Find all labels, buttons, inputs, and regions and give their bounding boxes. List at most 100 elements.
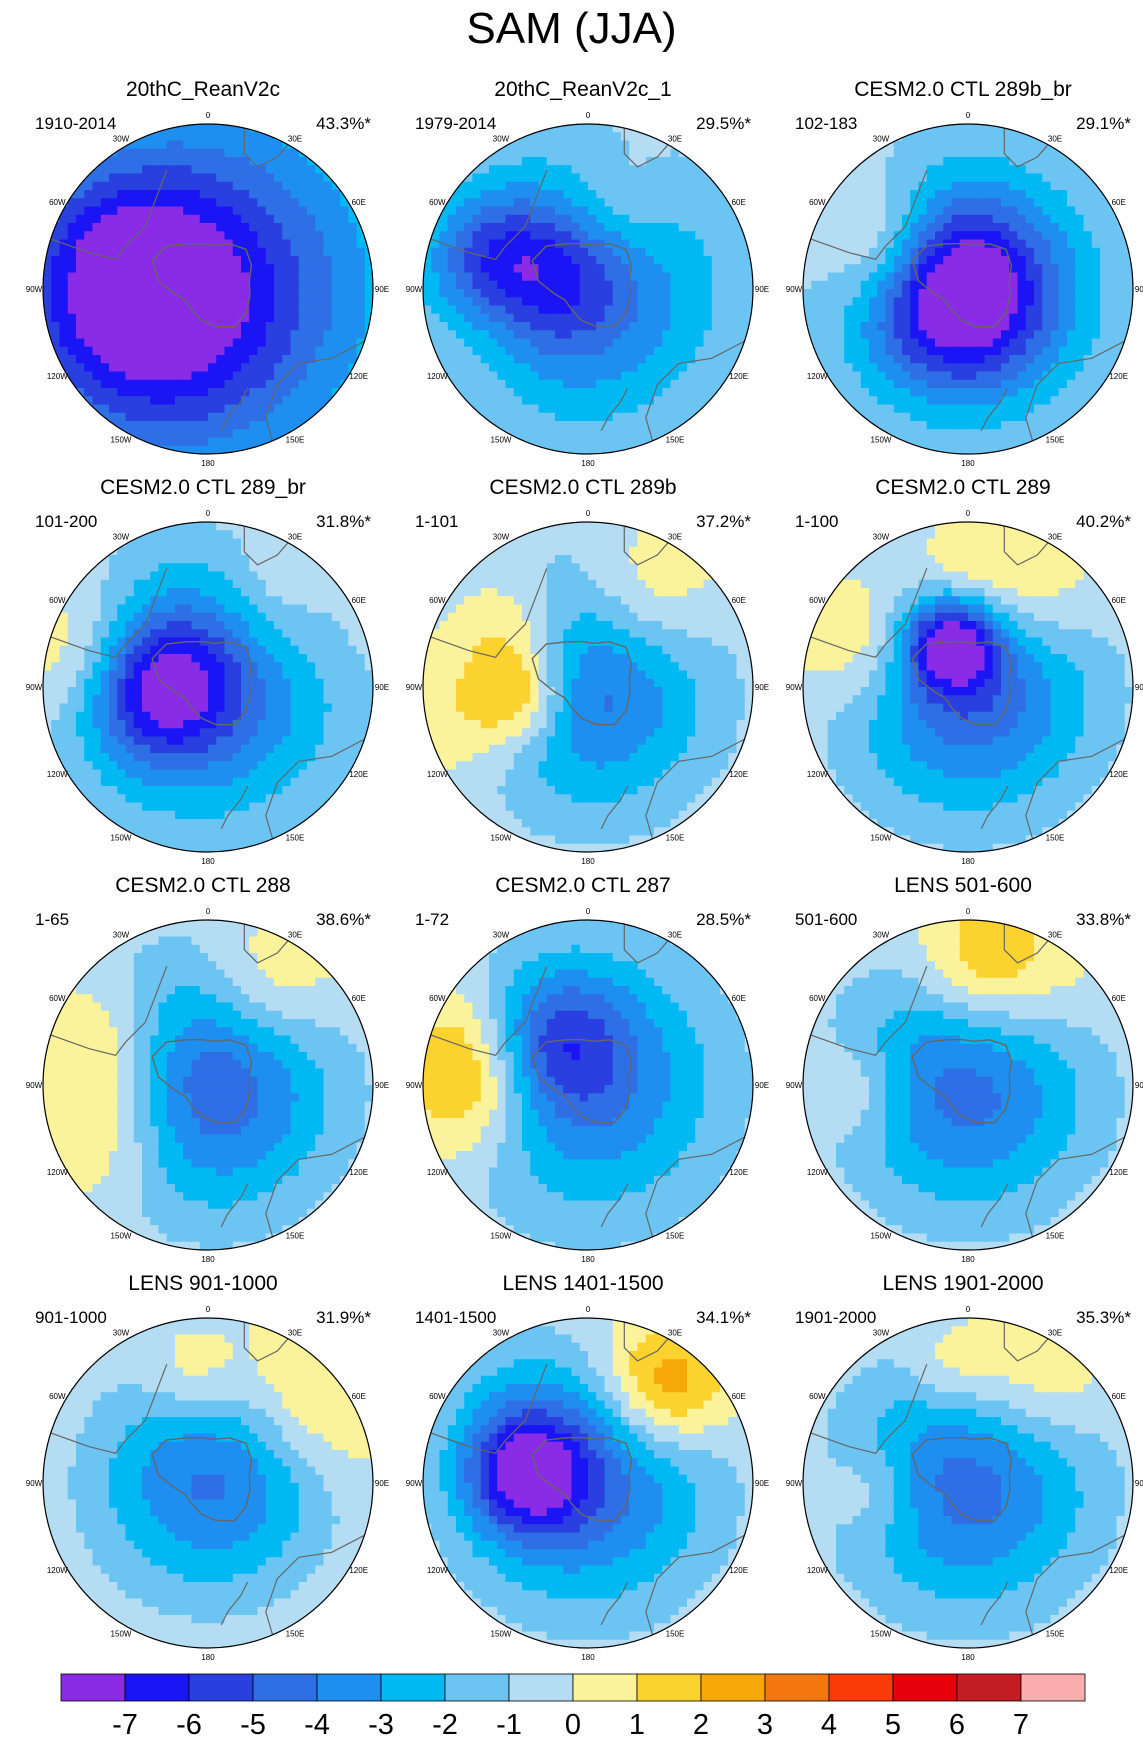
longitude-label: 60W: [429, 198, 446, 207]
field-cell: [1009, 264, 1019, 274]
field-cell: [232, 157, 242, 166]
field-cell: [489, 272, 498, 282]
field-cell: [100, 247, 110, 257]
field-cell: [563, 338, 573, 348]
field-cell: [926, 305, 936, 315]
field-cell: [596, 388, 606, 397]
field-cell: [645, 272, 655, 282]
field-cell: [109, 297, 118, 307]
field-cell: [604, 289, 614, 298]
field-cell: [158, 132, 168, 142]
field-cell: [1124, 280, 1133, 290]
field-cell: [678, 157, 688, 166]
field-cell: [282, 206, 292, 216]
field-cell: [811, 231, 821, 241]
field-cell: [844, 173, 854, 183]
field-cell: [208, 563, 217, 573]
field-cell: [844, 272, 854, 282]
field-cell: [918, 214, 928, 224]
field-cell: [480, 165, 490, 175]
field-cell: [687, 363, 696, 373]
field-cell: [612, 379, 622, 389]
field-cell: [992, 157, 1002, 166]
field-cell: [166, 198, 176, 208]
field-cell: [67, 629, 77, 639]
field-cell: [860, 338, 870, 348]
field-cell: [588, 198, 597, 208]
field-cell: [133, 305, 143, 315]
field-cell: [926, 363, 936, 373]
field-cell: [744, 280, 753, 290]
field-cell: [109, 404, 118, 414]
field-cell: [133, 190, 143, 199]
field-cell: [1042, 297, 1052, 307]
field-cell: [356, 662, 366, 672]
field-cell: [976, 132, 986, 142]
field-cell: [869, 239, 878, 249]
field-cell: [720, 338, 729, 348]
field-cell: [596, 140, 606, 150]
field-cell: [621, 157, 630, 166]
field-cell: [109, 272, 118, 282]
field-cell: [918, 412, 928, 422]
field-cell: [175, 604, 184, 614]
field-cell: [323, 280, 333, 290]
field-cell: [92, 330, 102, 340]
field-cell: [464, 239, 474, 249]
field-cell: [976, 297, 986, 307]
field-cell: [546, 198, 556, 208]
field-cell: [1017, 256, 1027, 265]
field-cell: [331, 206, 341, 216]
field-cell: [588, 297, 597, 307]
field-cell: [910, 239, 920, 249]
field-cell: [150, 695, 160, 705]
field-cell: [125, 711, 135, 721]
field-cell: [538, 297, 548, 307]
field-cell: [662, 280, 672, 290]
field-cell: [59, 695, 69, 705]
field-cell: [274, 190, 283, 199]
field-cell: [199, 555, 209, 564]
field-cell: [431, 330, 441, 340]
field-cell: [926, 272, 936, 282]
field-cell: [133, 654, 143, 663]
field-cell: [984, 272, 994, 282]
longitude-label: 0: [206, 111, 211, 120]
field-cell: [1034, 371, 1043, 381]
field-cell: [307, 379, 316, 389]
field-cell: [282, 190, 292, 199]
field-cell: [125, 637, 135, 647]
field-cell: [216, 703, 226, 713]
field-cell: [175, 132, 184, 142]
field-cell: [1108, 272, 1118, 282]
field-cell: [133, 330, 143, 340]
field-cell: [76, 223, 85, 232]
field-cell: [274, 571, 283, 581]
field-cell: [348, 231, 358, 241]
field-cell: [92, 596, 102, 606]
field-cell: [893, 173, 903, 183]
field-cell: [117, 388, 127, 397]
field-cell: [315, 379, 325, 389]
field-cell: [720, 239, 729, 249]
field-cell: [1067, 305, 1076, 315]
field-cell: [860, 305, 870, 315]
field-cell: [1116, 297, 1126, 307]
field-cell: [125, 355, 135, 364]
field-cell: [340, 272, 349, 282]
field-cell: [522, 355, 531, 364]
field-cell: [637, 338, 647, 348]
field-cell: [1034, 264, 1043, 274]
field-cell: [645, 371, 655, 381]
field-cell: [183, 280, 193, 290]
field-cell: [1025, 297, 1035, 307]
field-cell: [984, 140, 994, 150]
field-cell: [1050, 404, 1060, 414]
field-cell: [1009, 363, 1019, 373]
field-cell: [926, 239, 936, 249]
field-cell: [183, 670, 193, 680]
field-cell: [142, 645, 151, 655]
field-cell: [910, 206, 920, 216]
field-cell: [678, 280, 688, 290]
field-cell: [183, 555, 193, 564]
